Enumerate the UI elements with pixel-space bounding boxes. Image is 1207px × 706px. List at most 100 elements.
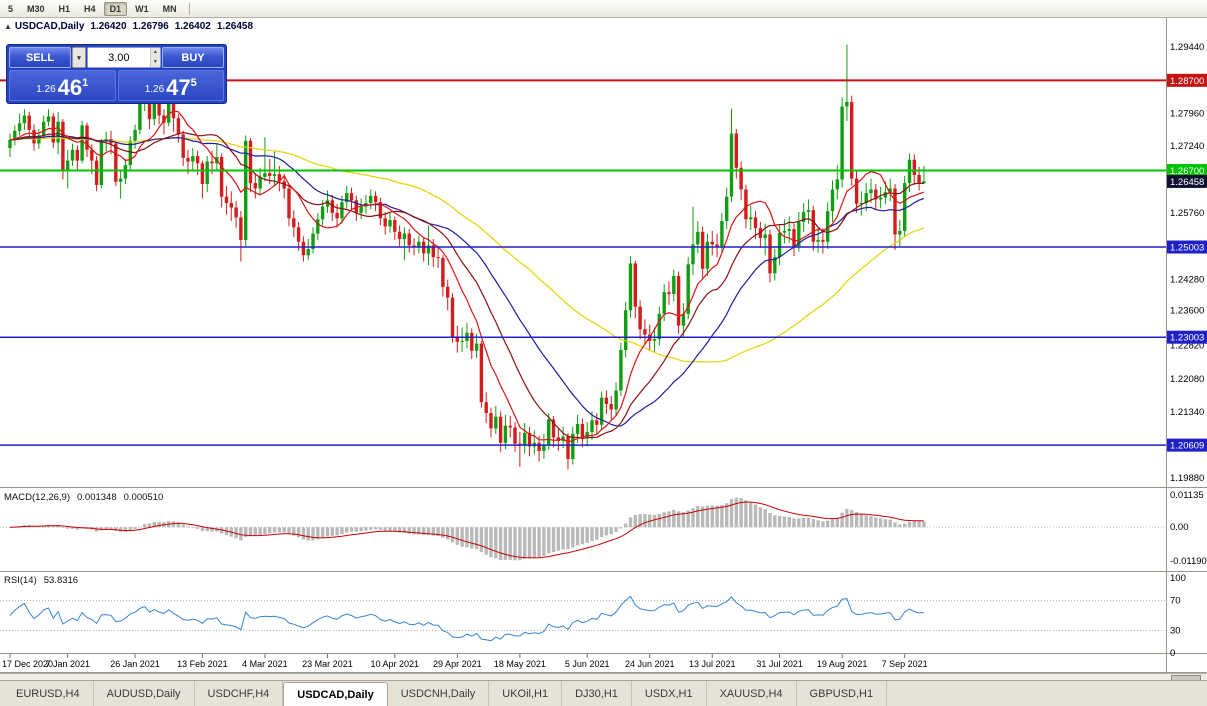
svg-text:1.23003: 1.23003	[1170, 333, 1204, 344]
macd-signal-line	[9, 501, 924, 559]
macd-signal-value: 0.000510	[123, 492, 164, 503]
svg-text:100: 100	[1170, 573, 1186, 584]
svg-text:1.25003: 1.25003	[1170, 243, 1204, 254]
svg-text:4 Mar 2021: 4 Mar 2021	[242, 659, 288, 669]
svg-text:19 Aug 2021: 19 Aug 2021	[817, 659, 868, 669]
svg-text:70: 70	[1170, 596, 1181, 607]
svg-text:1.25760: 1.25760	[1170, 208, 1204, 219]
svg-text:26 Jan 2021: 26 Jan 2021	[110, 659, 160, 669]
bid-prefix: 1.26	[36, 84, 56, 95]
svg-text:1.26700: 1.26700	[1170, 166, 1204, 177]
macd-label: MACD(12,26,9) 0.001348 0.000510	[4, 492, 170, 503]
ma-line-30	[9, 135, 925, 427]
svg-text:10 Apr 2021: 10 Apr 2021	[371, 659, 420, 669]
rsi-line	[9, 595, 924, 642]
chart-window[interactable]: 1.29440 1.27960 1.27240 1.25760 1.24280 1.236…	[0, 18, 1207, 673]
ohlc-high: 1.26796	[132, 21, 169, 32]
timeframe-button-5[interactable]: 5	[8, 3, 14, 14]
timeframe-button-H4[interactable]: H4	[84, 3, 96, 14]
current-price-tag	[1167, 174, 1207, 188]
svg-text:1.21340: 1.21340	[1170, 407, 1204, 418]
timeframe-button-H1[interactable]: H1	[58, 3, 71, 14]
timeframe-toolbar: 5 M30 H1 H4 D1 W1 MN	[0, 0, 1207, 18]
ohlc-open: 1.26420	[90, 21, 127, 32]
timeframe-button-M30[interactable]: M30	[27, 3, 45, 14]
svg-text:1.22080: 1.22080	[1170, 374, 1204, 385]
svg-text:1.24280: 1.24280	[1170, 275, 1204, 286]
volume-spinner: ▲ ▼	[149, 48, 160, 67]
timeframe-button-MN[interactable]: MN	[162, 3, 177, 14]
chart-tab-usdchf-h4[interactable]: USDCHF,H4	[195, 681, 284, 706]
svg-text:1.27960: 1.27960	[1170, 109, 1204, 120]
chart-tab-dj30-h1[interactable]: DJ30,H1	[562, 681, 632, 706]
ask-big-digits: 47	[166, 75, 191, 100]
svg-text:1.22820: 1.22820	[1170, 340, 1204, 351]
chart-tab-audusd-daily[interactable]: AUDUSD,Daily	[94, 681, 195, 706]
svg-text:24 Jun 2021: 24 Jun 2021	[625, 659, 675, 669]
svg-text:7 Jan 2021: 7 Jan 2021	[45, 659, 90, 669]
chart-tab-usdx-h1[interactable]: USDX,H1	[632, 681, 707, 706]
svg-text:13 Jul 2021: 13 Jul 2021	[689, 659, 736, 669]
chart-tab-usdcad-daily[interactable]: USDCAD,Daily	[283, 682, 388, 706]
chart-title: ▲ USDCAD,Daily 1.26420 1.26796 1.26402 1.2645…	[4, 21, 253, 32]
timeframe-button-D1[interactable]: D1	[103, 1, 128, 16]
chart-tab-xauusd-h4[interactable]: XAUUSD,H4	[707, 681, 797, 706]
volume-increase-button[interactable]: ▲	[150, 48, 160, 58]
chart-tab-ukoil-h1[interactable]: UKOil,H1	[489, 681, 563, 706]
svg-text:18 May 2021: 18 May 2021	[494, 659, 546, 669]
svg-text:-0.01190: -0.01190	[1170, 556, 1207, 567]
ohlc-low: 1.26402	[174, 21, 211, 32]
svg-text:1.23600: 1.23600	[1170, 305, 1204, 316]
svg-text:23 Mar 2021: 23 Mar 2021	[302, 659, 353, 669]
toolbar-separator	[188, 2, 190, 15]
ask-pip-digit: 5	[190, 77, 197, 89]
macd-name: MACD(12,26,9)	[4, 492, 70, 503]
bid-pip-digit: 1	[82, 77, 89, 89]
candles-layer	[8, 44, 926, 470]
price-chart-svg: 1.29440 1.27960 1.27240 1.25760 1.24280 1.236…	[0, 18, 1207, 673]
bid-big-digits: 46	[57, 75, 83, 100]
order-options-dropdown[interactable]: ▾	[72, 47, 86, 68]
macd-histogram	[8, 497, 926, 561]
ask-prefix: 1.26	[144, 84, 165, 95]
timeframe-button-W1[interactable]: W1	[135, 3, 149, 14]
svg-text:31 Jul 2021: 31 Jul 2021	[756, 659, 803, 669]
rsi-label: RSI(14) 53.8316	[4, 575, 85, 586]
svg-text:1.27240: 1.27240	[1170, 141, 1204, 152]
symbol-marker-icon: ▲	[4, 22, 12, 31]
chart-symbol-label: USDCAD,Daily	[14, 21, 85, 32]
macd-main-value: 0.001348	[77, 492, 117, 503]
svg-text:1.19880: 1.19880	[1170, 473, 1204, 484]
ohlc-close: 1.26458	[216, 21, 254, 32]
svg-text:0.00: 0.00	[1170, 522, 1189, 533]
svg-text:1.26458: 1.26458	[1170, 177, 1204, 188]
svg-text:1.28700: 1.28700	[1170, 76, 1204, 87]
svg-text:17 Dec 2020: 17 Dec 2020	[2, 659, 53, 669]
volume-input[interactable]	[88, 48, 150, 67]
volume-decrease-button[interactable]: ▼	[150, 57, 160, 67]
rsi-name: RSI(14)	[4, 575, 37, 586]
svg-text:13 Feb 2021: 13 Feb 2021	[177, 659, 228, 669]
ma-line-18	[9, 131, 924, 439]
chart-tab-usdcnh-daily[interactable]: USDCNH,Daily	[388, 681, 490, 706]
ma-line-9	[9, 110, 925, 443]
buy-button[interactable]: BUY	[162, 47, 224, 68]
bid-price[interactable]: 1.26 46 1	[9, 70, 116, 101]
svg-text:0.01135: 0.01135	[1170, 490, 1204, 501]
svg-text:7 Sep 2021: 7 Sep 2021	[882, 659, 928, 669]
horizontal-scrollbar[interactable]	[0, 673, 1207, 681]
chart-tab-gbpusd-h1[interactable]: GBPUSD,H1	[797, 681, 888, 706]
chart-tabs: EURUSD,H4 AUDUSD,Daily USDCHF,H4 USDCAD,Dai…	[0, 680, 1207, 706]
rsi-value: 53.8316	[43, 575, 79, 586]
svg-text:5 Jun 2021: 5 Jun 2021	[565, 659, 610, 669]
ask-price[interactable]: 1.26 47 5	[117, 70, 224, 101]
svg-text:0: 0	[1170, 648, 1175, 659]
sell-button[interactable]: SELL	[9, 47, 71, 68]
svg-text:29 Apr 2021: 29 Apr 2021	[433, 659, 482, 669]
svg-text:30: 30	[1170, 626, 1181, 637]
chart-tab-eurusd-h4[interactable]: EURUSD,H4	[3, 681, 94, 706]
volume-box: ▲ ▼	[87, 47, 161, 68]
svg-text:1.29440: 1.29440	[1170, 42, 1204, 53]
